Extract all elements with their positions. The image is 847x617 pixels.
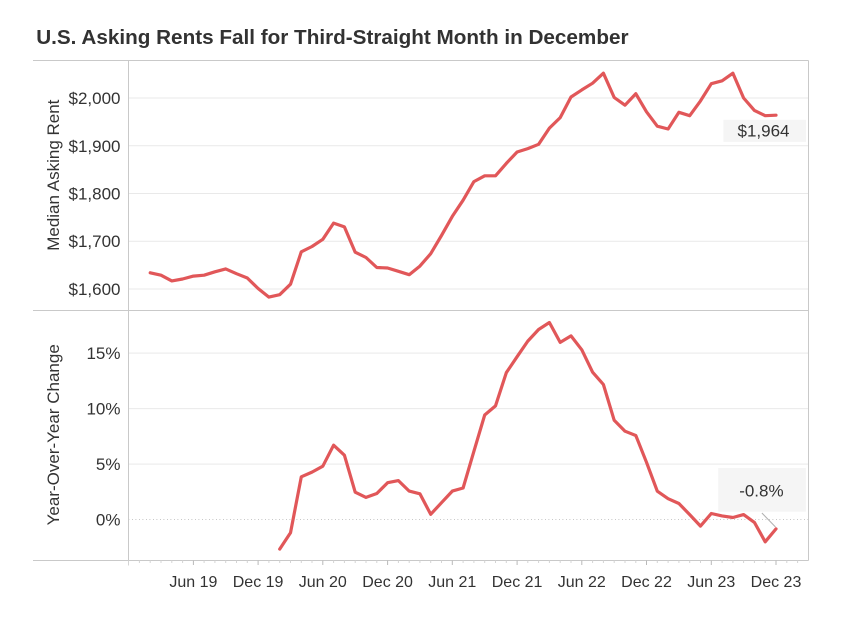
svg-text:5%: 5% [96,455,121,474]
svg-text:Year-Over-Year Change: Year-Over-Year Change [44,344,63,525]
svg-text:$1,600: $1,600 [69,280,121,299]
svg-text:15%: 15% [86,344,120,363]
svg-text:Dec 22: Dec 22 [621,574,672,591]
svg-text:Jun 22: Jun 22 [558,574,606,591]
svg-text:Jun 20: Jun 20 [299,574,347,591]
svg-text:$1,964: $1,964 [738,122,790,141]
svg-text:10%: 10% [86,400,120,419]
svg-text:$1,900: $1,900 [69,137,121,156]
svg-text:0%: 0% [96,511,121,530]
svg-text:U.S. Asking Rents Fall for Thi: U.S. Asking Rents Fall for Third-Straigh… [36,26,628,49]
svg-text:Jun 21: Jun 21 [428,574,476,591]
svg-text:$2,000: $2,000 [69,89,121,108]
svg-text:-0.8%: -0.8% [739,482,783,501]
svg-text:$1,700: $1,700 [69,232,121,251]
svg-text:Jun 19: Jun 19 [169,574,217,591]
svg-text:Jun 23: Jun 23 [687,574,735,591]
svg-text:Dec 20: Dec 20 [362,574,413,591]
svg-text:Dec 23: Dec 23 [751,574,802,591]
svg-text:Dec 19: Dec 19 [233,574,284,591]
svg-text:Median Asking Rent: Median Asking Rent [44,99,63,250]
svg-text:$1,800: $1,800 [69,185,121,204]
svg-text:Dec 21: Dec 21 [492,574,543,591]
